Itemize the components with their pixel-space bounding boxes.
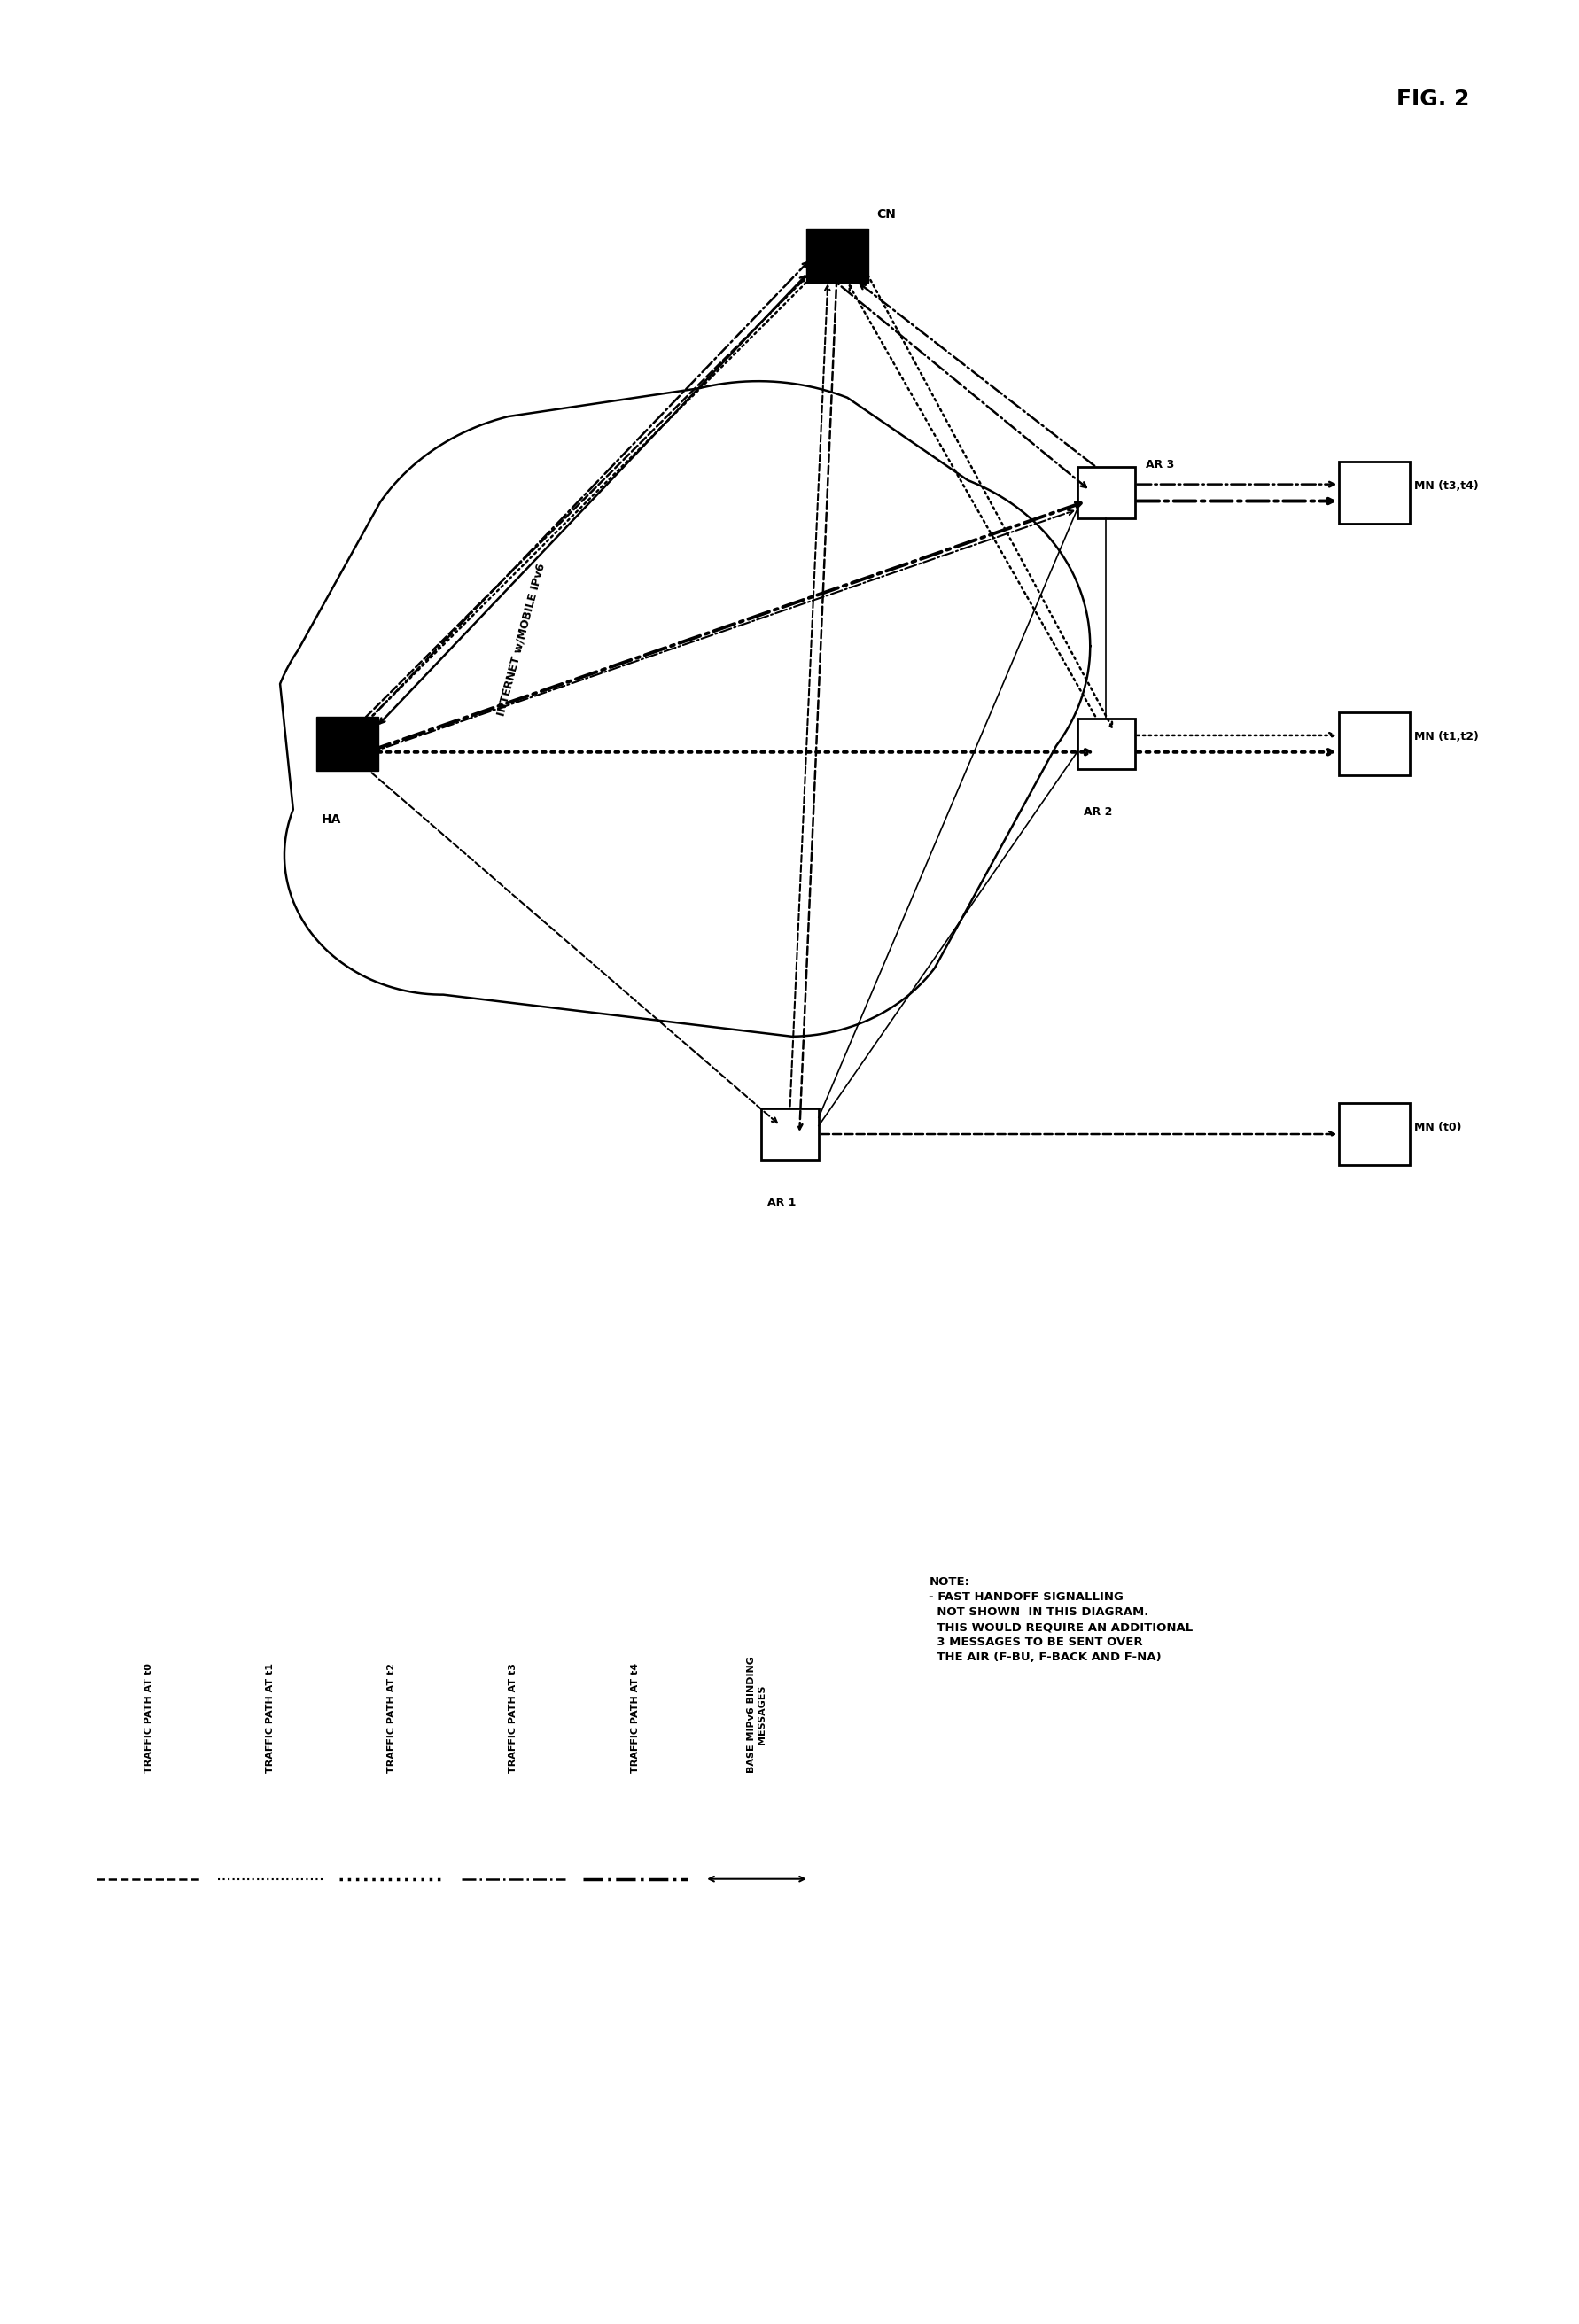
Bar: [805, 228, 868, 284]
Bar: [1339, 1104, 1408, 1164]
Bar: [761, 1109, 818, 1160]
Text: MN (t1,t2): MN (t1,t2): [1413, 732, 1478, 741]
Text: MN (t0): MN (t0): [1413, 1122, 1461, 1132]
Text: TRAFFIC PATH AT t0: TRAFFIC PATH AT t0: [144, 1664, 153, 1773]
Text: TRAFFIC PATH AT t4: TRAFFIC PATH AT t4: [630, 1664, 639, 1773]
Bar: [1339, 462, 1408, 523]
Text: CN: CN: [876, 209, 895, 221]
Text: TRAFFIC PATH AT t2: TRAFFIC PATH AT t2: [387, 1664, 396, 1773]
Bar: [316, 716, 379, 772]
Text: AR 1: AR 1: [767, 1197, 796, 1208]
Text: AR 2: AR 2: [1083, 806, 1112, 818]
Text: TRAFFIC PATH AT t1: TRAFFIC PATH AT t1: [265, 1664, 275, 1773]
Text: INTERNET w/MOBILE IPv6: INTERNET w/MOBILE IPv6: [496, 562, 546, 716]
Bar: [1077, 718, 1134, 769]
Text: NOTE:
- FAST HANDOFF SIGNALLING
  NOT SHOWN  IN THIS DIAGRAM.
  THIS WOULD REQUI: NOTE: - FAST HANDOFF SIGNALLING NOT SHOW…: [928, 1576, 1192, 1664]
Text: HA: HA: [322, 813, 341, 825]
Text: TRAFFIC PATH AT t3: TRAFFIC PATH AT t3: [508, 1664, 518, 1773]
Bar: [1077, 467, 1134, 518]
Text: FIG. 2: FIG. 2: [1396, 88, 1468, 109]
Text: MN (t3,t4): MN (t3,t4): [1413, 481, 1478, 490]
Bar: [1339, 713, 1408, 774]
Text: AR 3: AR 3: [1145, 460, 1173, 469]
Text: BASE MIPv6 BINDING
MESSAGES: BASE MIPv6 BINDING MESSAGES: [747, 1657, 766, 1773]
